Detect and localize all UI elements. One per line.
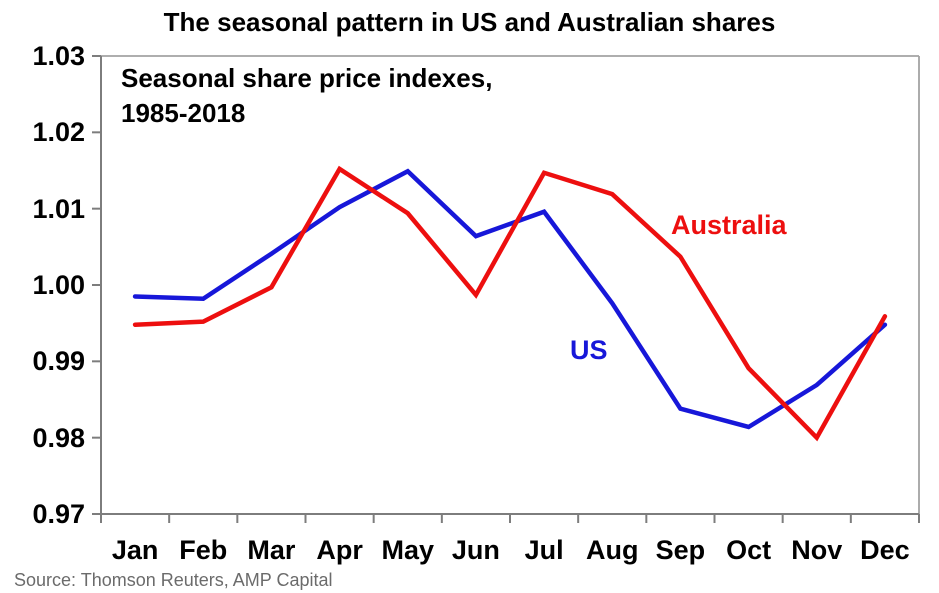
y-axis-label: 0.97 <box>32 499 85 529</box>
x-axis-label: Jul <box>524 535 564 565</box>
us-series-label: US <box>570 335 608 365</box>
x-axis-label: Sep <box>655 535 706 565</box>
y-axis-label: 1.03 <box>32 41 85 71</box>
x-axis-label: Oct <box>726 535 772 565</box>
x-axis-label: Mar <box>247 535 296 565</box>
x-axis-label: Feb <box>179 535 228 565</box>
y-axis-label: 0.98 <box>32 422 85 453</box>
y-axis-label: 1.02 <box>32 117 85 148</box>
x-axis-label: Nov <box>791 535 843 565</box>
x-axis-label: Jan <box>111 535 159 565</box>
australia-series-label: Australia <box>671 210 787 240</box>
source-caption: Source: Thomson Reuters, AMP Capital <box>14 570 333 590</box>
x-axis-label: Aug <box>586 535 639 565</box>
x-axis-label: Dec <box>860 535 910 565</box>
subtitle-line-2: 1985-2018 <box>121 98 246 128</box>
us-series-line <box>132 168 888 430</box>
x-axis-label: Apr <box>316 535 363 565</box>
australia-series-line <box>132 165 888 442</box>
chart-title: The seasonal pattern in US and Australia… <box>163 7 776 37</box>
y-axis-label: 1.01 <box>32 193 85 224</box>
y-axis-label: 1.00 <box>32 270 85 300</box>
x-axis-label: May <box>381 535 435 565</box>
chart-subtitle: Seasonal share price indexes, 1985-2018 <box>121 61 492 131</box>
y-axis-label: 0.99 <box>32 346 85 377</box>
subtitle-line-1: Seasonal share price indexes, <box>121 63 493 93</box>
x-axis-label: Jun <box>451 535 500 565</box>
